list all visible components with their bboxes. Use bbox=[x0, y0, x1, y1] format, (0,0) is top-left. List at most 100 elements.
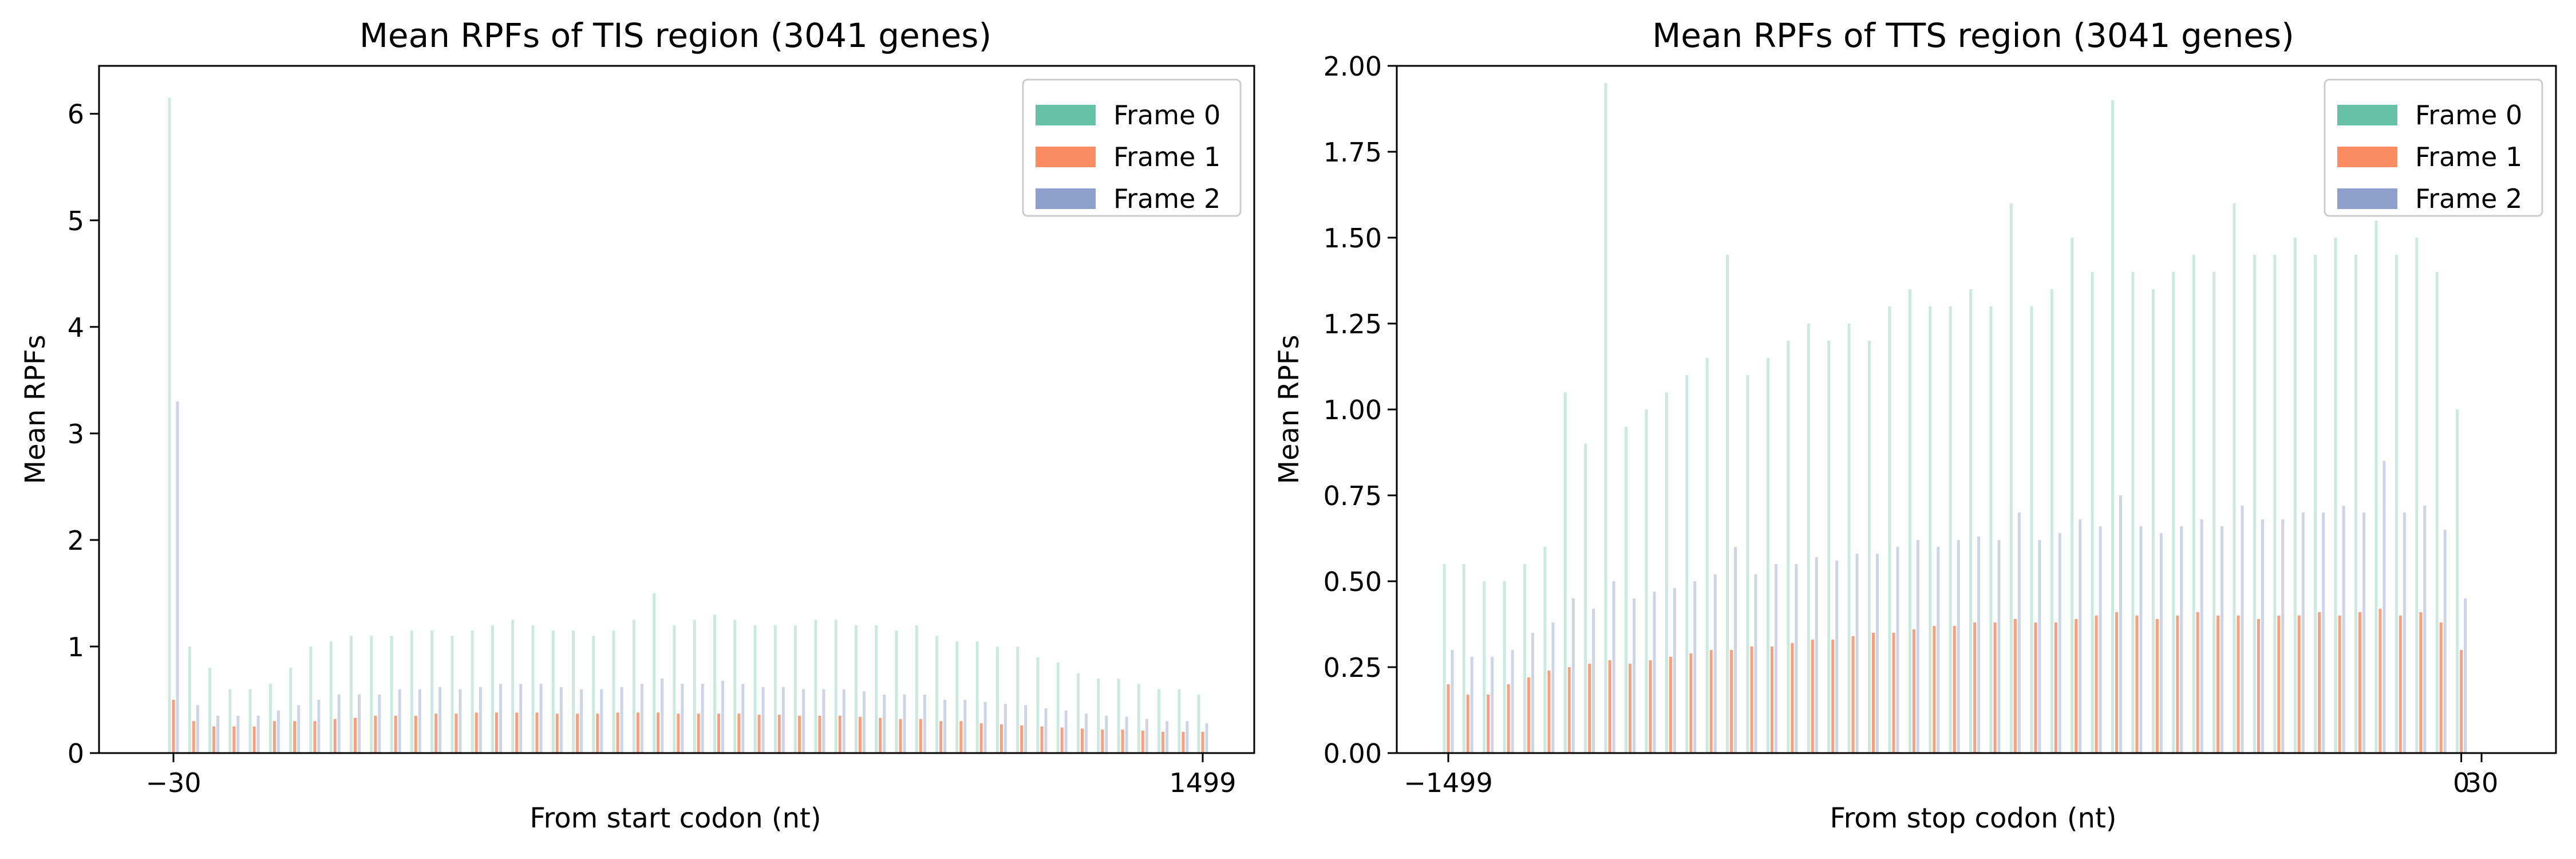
tis-bar-frame0 bbox=[451, 636, 454, 753]
tis-bar-frame1 bbox=[1161, 731, 1165, 753]
tis-bar-frame2 bbox=[256, 715, 260, 753]
tts-x-axis-label: From stop codon (nt) bbox=[1830, 802, 2116, 834]
tis-bar-frame2 bbox=[681, 684, 684, 753]
tts-y-tick-label: 0.25 bbox=[1323, 652, 1382, 683]
tts-bar-frame0 bbox=[2273, 255, 2277, 753]
tis-bar-frame1 bbox=[535, 712, 539, 753]
tts-bar-frame2 bbox=[1612, 581, 1615, 753]
tis-y-tick-label: 1 bbox=[68, 632, 84, 663]
tis-bar-frame0 bbox=[612, 631, 615, 753]
tis-y-tick-label: 0 bbox=[68, 738, 84, 769]
tis-bar-frame1 bbox=[717, 714, 720, 753]
tts-bar-frame0 bbox=[1685, 375, 1689, 753]
tis-bar-frame2 bbox=[1105, 715, 1108, 753]
tis-bar-frame1 bbox=[272, 721, 276, 753]
tis-bar-frame0 bbox=[733, 620, 737, 753]
tis-bar-frame0 bbox=[1197, 694, 1200, 753]
tis-bar-frame1 bbox=[1182, 731, 1185, 753]
tts-bar-frame1 bbox=[1730, 650, 1733, 753]
tts-legend-swatch-frame1 bbox=[2337, 147, 2397, 167]
tts-bar-frame0 bbox=[1929, 306, 1932, 753]
tts-bar-frame2 bbox=[1451, 650, 1454, 753]
tis-bar-frame0 bbox=[632, 620, 635, 753]
tts-bar-frame0 bbox=[1563, 392, 1567, 753]
tts-bar-frame0 bbox=[2253, 255, 2256, 753]
tis-bar-frame0 bbox=[753, 625, 757, 753]
tis-bar-frame2 bbox=[741, 684, 745, 753]
tts-bar-frame1 bbox=[1608, 660, 1611, 753]
tis-bar-frame2 bbox=[721, 680, 724, 753]
tis-bar-frame2 bbox=[903, 694, 906, 753]
tis-bar-frame2 bbox=[943, 700, 947, 753]
tis-bar-frame1 bbox=[1141, 730, 1144, 753]
tts-bar-frame1 bbox=[2318, 612, 2321, 753]
tts-bar-frame0 bbox=[1847, 324, 1851, 753]
tts-x-tick-label: −1499 bbox=[1404, 767, 1493, 798]
tts-y-tick-label: 1.00 bbox=[1323, 395, 1382, 425]
tts-bar-frame1 bbox=[1973, 622, 1977, 753]
tis-bar-frame0 bbox=[531, 625, 535, 753]
tts-bar-frame1 bbox=[1547, 671, 1551, 753]
tts-bar-frame1 bbox=[2075, 619, 2078, 753]
tis-bar-frame1 bbox=[1020, 725, 1024, 753]
tts-bar-frame2 bbox=[2180, 526, 2183, 753]
tis-bar-frame0 bbox=[370, 636, 373, 753]
tis-bar-frame1 bbox=[313, 721, 317, 753]
tts-chart-title: Mean RPFs of TTS region (3041 genes) bbox=[1652, 16, 2294, 55]
tts-bar-frame2 bbox=[1876, 554, 1879, 753]
tts-bar-frame2 bbox=[1592, 609, 1595, 753]
tts-bar-frame0 bbox=[1462, 564, 1465, 753]
tis-bar-frame0 bbox=[915, 625, 918, 753]
tts-legend-swatch-frame0 bbox=[2337, 105, 2397, 125]
tis-bar-frame0 bbox=[1157, 689, 1161, 753]
tis-y-tick-label: 4 bbox=[68, 312, 84, 343]
tts-chart: Mean RPFs of TTS region (3041 genes) 0.0… bbox=[1273, 16, 2557, 834]
tis-bar-frame1 bbox=[919, 719, 922, 753]
tis-legend: Frame 0 Frame 1 Frame 2 bbox=[1022, 78, 1242, 217]
tis-bar-frame2 bbox=[559, 687, 563, 753]
tis-bar-frame0 bbox=[1056, 662, 1060, 753]
tis-bar-frame2 bbox=[337, 694, 341, 753]
tts-bar-frame2 bbox=[1815, 557, 1818, 753]
tts-legend: Frame 0 Frame 1 Frame 2 bbox=[2324, 78, 2543, 217]
tts-plot-frame bbox=[1396, 65, 2557, 754]
tis-bar-frame0 bbox=[208, 668, 212, 753]
tts-bar-frame2 bbox=[2464, 598, 2467, 753]
tis-legend-label-frame0: Frame 0 bbox=[1113, 100, 1220, 131]
tts-bar-frame1 bbox=[1912, 629, 1915, 753]
tis-bar-frame0 bbox=[955, 641, 959, 753]
tts-bar-frame1 bbox=[1811, 640, 1814, 753]
tis-bar-frame0 bbox=[794, 625, 797, 753]
tis-bar-frame1 bbox=[636, 712, 639, 753]
tts-bar-frame2 bbox=[1653, 592, 1656, 753]
tis-bar-frame0 bbox=[390, 636, 393, 753]
tts-bar-frame1 bbox=[2217, 616, 2220, 753]
tts-bar-frame2 bbox=[1896, 547, 1899, 753]
tts-bar-frame2 bbox=[2362, 513, 2365, 753]
tis-bar-frame1 bbox=[252, 726, 256, 753]
tts-bar-frame2 bbox=[2443, 530, 2447, 753]
tis-bar-frame1 bbox=[576, 714, 579, 753]
tis-legend-label-frame1: Frame 1 bbox=[1113, 141, 1220, 172]
tis-bar-frame1 bbox=[1081, 728, 1084, 753]
tis-bar-frame1 bbox=[495, 712, 498, 753]
tts-bar-frame1 bbox=[2399, 616, 2402, 753]
tis-bar-frame0 bbox=[834, 620, 837, 753]
tis-y-tick-label: 2 bbox=[68, 525, 84, 556]
tis-bar-frame0 bbox=[471, 631, 474, 753]
tis-bar-frame1 bbox=[616, 712, 619, 753]
tis-bar-frame0 bbox=[350, 636, 353, 753]
tis-bar-frame2 bbox=[802, 689, 805, 753]
tis-bar-frame1 bbox=[879, 718, 882, 753]
tis-bar-frame0 bbox=[855, 625, 858, 753]
tis-chart-title: Mean RPFs of TIS region (3041 genes) bbox=[359, 16, 991, 55]
tts-bar-frame2 bbox=[2017, 513, 2021, 753]
tts-bar-frame0 bbox=[2435, 272, 2439, 753]
tts-bar-frame0 bbox=[1949, 306, 1952, 753]
tts-bar-frame0 bbox=[2233, 203, 2236, 753]
tis-bar-frame1 bbox=[818, 715, 821, 753]
tts-bar-frame2 bbox=[1551, 622, 1555, 753]
tts-bar-frame1 bbox=[1993, 622, 1997, 753]
tts-bar-frame2 bbox=[2281, 519, 2285, 753]
